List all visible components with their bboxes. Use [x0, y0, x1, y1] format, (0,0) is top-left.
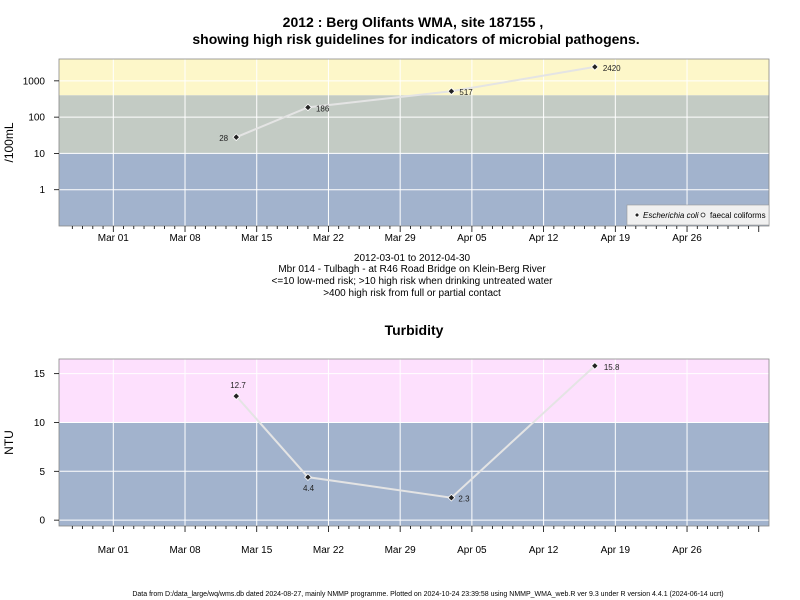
chart-title: Turbidity: [385, 322, 444, 338]
x-tick-label: Apr 19: [601, 545, 631, 556]
x-tick-label: Apr 05: [457, 233, 487, 244]
note-line: >400 high risk from full or partial cont…: [323, 288, 501, 299]
data-label: 517: [459, 88, 473, 97]
data-label: 28: [219, 134, 228, 143]
x-tick-label: Apr 26: [672, 545, 702, 556]
plot-frame: [58, 358, 770, 527]
x-tick-label: Apr 12: [529, 545, 559, 556]
x-tick-label: Mar 29: [385, 545, 417, 556]
data-label: 12.7: [230, 381, 246, 390]
y-tick-label: 0: [39, 516, 45, 527]
plot-frame: [58, 58, 770, 227]
x-tick-label: Mar 15: [241, 233, 273, 244]
y-tick-label: 5: [39, 467, 45, 478]
note-line: Mbr 014 - Tulbagh - at R46 Road Bridge o…: [278, 264, 546, 275]
x-tick-label: Mar 08: [169, 545, 201, 556]
data-point-ecoli: [232, 133, 241, 142]
x-tick-label: Mar 22: [313, 545, 345, 556]
x-tick-label: Mar 22: [313, 233, 345, 244]
data-label: 4.4: [303, 484, 315, 493]
data-label: 2420: [603, 64, 621, 73]
data-point-turbidity: [447, 493, 456, 502]
legend-entry-faecal: faecal coliforms: [710, 211, 766, 220]
chart-subtitle: showing high risk guidelines for indicat…: [192, 31, 639, 47]
x-tick-label: Apr 19: [601, 233, 631, 244]
y-tick-label: 100: [28, 113, 45, 124]
x-tick-label: Mar 01: [98, 233, 130, 244]
data-point-turbidity: [590, 361, 599, 370]
x-tick-label: Apr 26: [672, 233, 702, 244]
risk-band: [59, 422, 769, 526]
data-point-ecoli: [590, 63, 599, 71]
series-line-turbidity: [235, 365, 596, 499]
series-line-ecoli: [235, 65, 595, 139]
footer-note: Data from D:/data_large/wq/wms.db dated …: [132, 591, 723, 598]
note-line: <=10 low-med risk; >10 high risk when dr…: [272, 276, 554, 287]
y-tick-label: 1: [39, 185, 45, 196]
chart-title: 2012 : Berg Olifants WMA, site 187155 ,: [283, 14, 544, 30]
y-tick-label: 10: [34, 418, 46, 429]
risk-band: [59, 59, 769, 96]
x-tick-label: Mar 29: [385, 233, 417, 244]
y-tick-label: 10: [34, 149, 46, 160]
x-tick-label: Mar 15: [241, 545, 273, 556]
risk-band: [59, 95, 769, 154]
data-point-ecoli: [447, 87, 456, 96]
data-label: 15.8: [604, 363, 620, 372]
note-line: 2012-03-01 to 2012-04-30: [354, 253, 471, 264]
data-label: 2.3: [458, 495, 470, 504]
x-tick-label: Apr 05: [457, 545, 487, 556]
x-tick-label: Apr 12: [529, 233, 559, 244]
legend-marker-ecoli: [633, 211, 641, 219]
data-point-ecoli: [304, 103, 312, 112]
y-tick-label: 15: [34, 369, 46, 380]
legend-box: [626, 204, 770, 226]
data-label: 186: [316, 104, 330, 113]
risk-band: [59, 359, 769, 423]
legend-entry-ecoli: Escherichia coli: [643, 211, 699, 220]
data-point-turbidity: [232, 392, 241, 400]
y-tick-label: 1000: [23, 76, 46, 87]
x-tick-label: Mar 01: [98, 545, 130, 556]
x-tick-label: Mar 08: [169, 233, 201, 244]
data-point-turbidity: [304, 473, 312, 482]
y-axis-label: /100mL: [2, 122, 16, 162]
legend-marker-faecal: [700, 212, 706, 218]
y-axis-label: NTU: [2, 430, 16, 455]
